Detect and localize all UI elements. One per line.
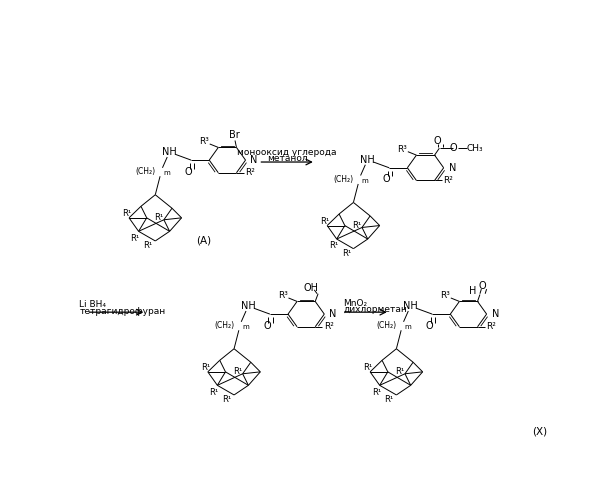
Text: MnO₂: MnO₂ [343, 299, 368, 308]
Text: R¹: R¹ [363, 364, 372, 372]
Text: R³: R³ [440, 291, 450, 300]
Text: NH: NH [162, 148, 177, 158]
Text: R¹: R¹ [155, 214, 164, 222]
Text: m: m [405, 324, 411, 330]
Text: O: O [479, 281, 486, 291]
Text: R¹: R¹ [131, 234, 140, 243]
Text: R³: R³ [278, 291, 288, 300]
Text: (A): (A) [196, 236, 211, 246]
Text: m: m [163, 170, 170, 176]
Text: монооксид углерода: монооксид углерода [237, 148, 337, 157]
Text: R¹: R¹ [384, 396, 394, 404]
Text: R¹: R¹ [371, 388, 381, 397]
Text: N: N [251, 155, 258, 165]
Text: Br: Br [229, 130, 240, 140]
Text: R¹: R¹ [395, 368, 405, 376]
Text: (CH₂): (CH₂) [376, 321, 396, 330]
Text: N: N [492, 309, 499, 319]
Text: CH₃: CH₃ [467, 144, 484, 152]
Text: R¹: R¹ [342, 249, 351, 258]
Text: NH: NH [360, 155, 375, 165]
Text: O: O [383, 174, 390, 184]
Text: NH: NH [403, 302, 418, 312]
Text: R¹: R¹ [222, 396, 232, 404]
Text: (CH₂): (CH₂) [135, 167, 155, 176]
Text: R²: R² [443, 176, 453, 185]
Text: тетрагидрофуран: тетрагидрофуран [79, 306, 166, 316]
Text: (CH₂): (CH₂) [214, 321, 234, 330]
Text: R¹: R¹ [320, 217, 330, 226]
Text: m: m [362, 178, 368, 184]
Text: (CH₂): (CH₂) [333, 175, 354, 184]
Text: O: O [426, 320, 433, 330]
Text: N: N [329, 309, 336, 319]
Text: дихлорметан: дихлорметан [343, 306, 407, 314]
Text: R²: R² [245, 168, 255, 177]
Text: R¹: R¹ [233, 368, 243, 376]
Text: R¹: R¹ [201, 364, 210, 372]
Text: H: H [469, 286, 476, 296]
Text: R¹: R¹ [352, 221, 362, 230]
Text: Li BH₄: Li BH₄ [79, 300, 107, 309]
Text: R¹: R¹ [122, 210, 131, 218]
Text: O: O [184, 166, 192, 176]
Text: R¹: R¹ [209, 388, 219, 397]
Text: R¹: R¹ [329, 242, 338, 250]
Text: NH: NH [241, 302, 256, 312]
Text: R³: R³ [397, 145, 407, 154]
Text: OH: OH [304, 283, 319, 293]
Text: N: N [448, 163, 456, 173]
Text: R¹: R¹ [144, 242, 153, 250]
Text: O: O [450, 143, 458, 153]
Text: O: O [263, 320, 271, 330]
Text: m: m [242, 324, 249, 330]
Text: O: O [434, 136, 441, 145]
Text: метанол: метанол [267, 154, 307, 164]
Text: R²: R² [323, 322, 333, 332]
Text: R³: R³ [199, 137, 209, 146]
Text: (Х): (Х) [532, 426, 548, 436]
Text: R²: R² [486, 322, 496, 332]
